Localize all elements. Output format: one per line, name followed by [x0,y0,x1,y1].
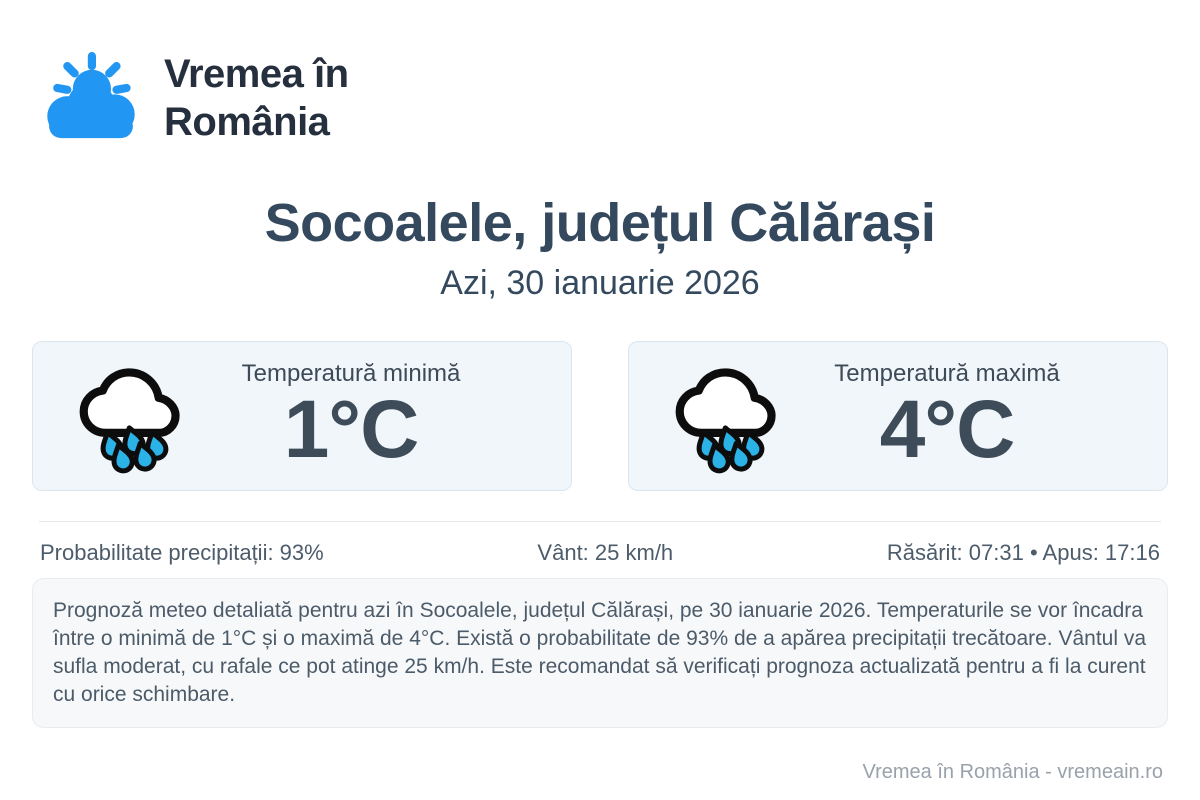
temperature-cards: Temperatură minimă 1°C Temperatură maxim… [32,341,1168,491]
precipitation-stat: Probabilitate precipitații: 93% [40,540,324,565]
page-title: Socoalele, județul Călărași [264,193,936,253]
stats-row: Probabilitate precipitații: 93% Vânt: 25… [40,540,1160,566]
logo-text-line2: România [164,100,330,144]
footer-credit: Vremea în România - vremeain.ro [862,761,1164,783]
min-temp-label: Temperatură minimă [241,360,461,388]
max-temp-label: Temperatură maximă [834,360,1060,388]
sun-cloud-logo-icon [47,52,135,139]
min-temp-value: 1°C [283,384,420,476]
rain-cloud-icon [79,367,180,473]
wind-stat: Vânt: 25 km/h [537,540,674,565]
min-temp-text: Temperatură minimă 1°C [191,360,571,472]
max-temp-text: Temperatură maximă 4°C [787,360,1167,472]
sunrise-sunset-stat: Răsărit: 07:31 • Apus: 17:16 [886,540,1160,565]
logo-text: Vremea în România [164,50,349,146]
min-temp-card: Temperatură minimă 1°C [32,341,572,491]
forecast-summary: Prognoză meteo detaliată pentru azi în S… [32,578,1168,728]
rain-cloud-icon [675,367,776,473]
stats-divider [39,521,1161,522]
page-subtitle: Azi, 30 ianuarie 2026 [440,264,760,302]
logo-text-line1: Vremea în [164,52,349,96]
max-temp-card: Temperatură maximă 4°C [628,341,1168,491]
site-logo: Vremea în România [40,48,349,148]
max-temp-value: 4°C [879,384,1016,476]
